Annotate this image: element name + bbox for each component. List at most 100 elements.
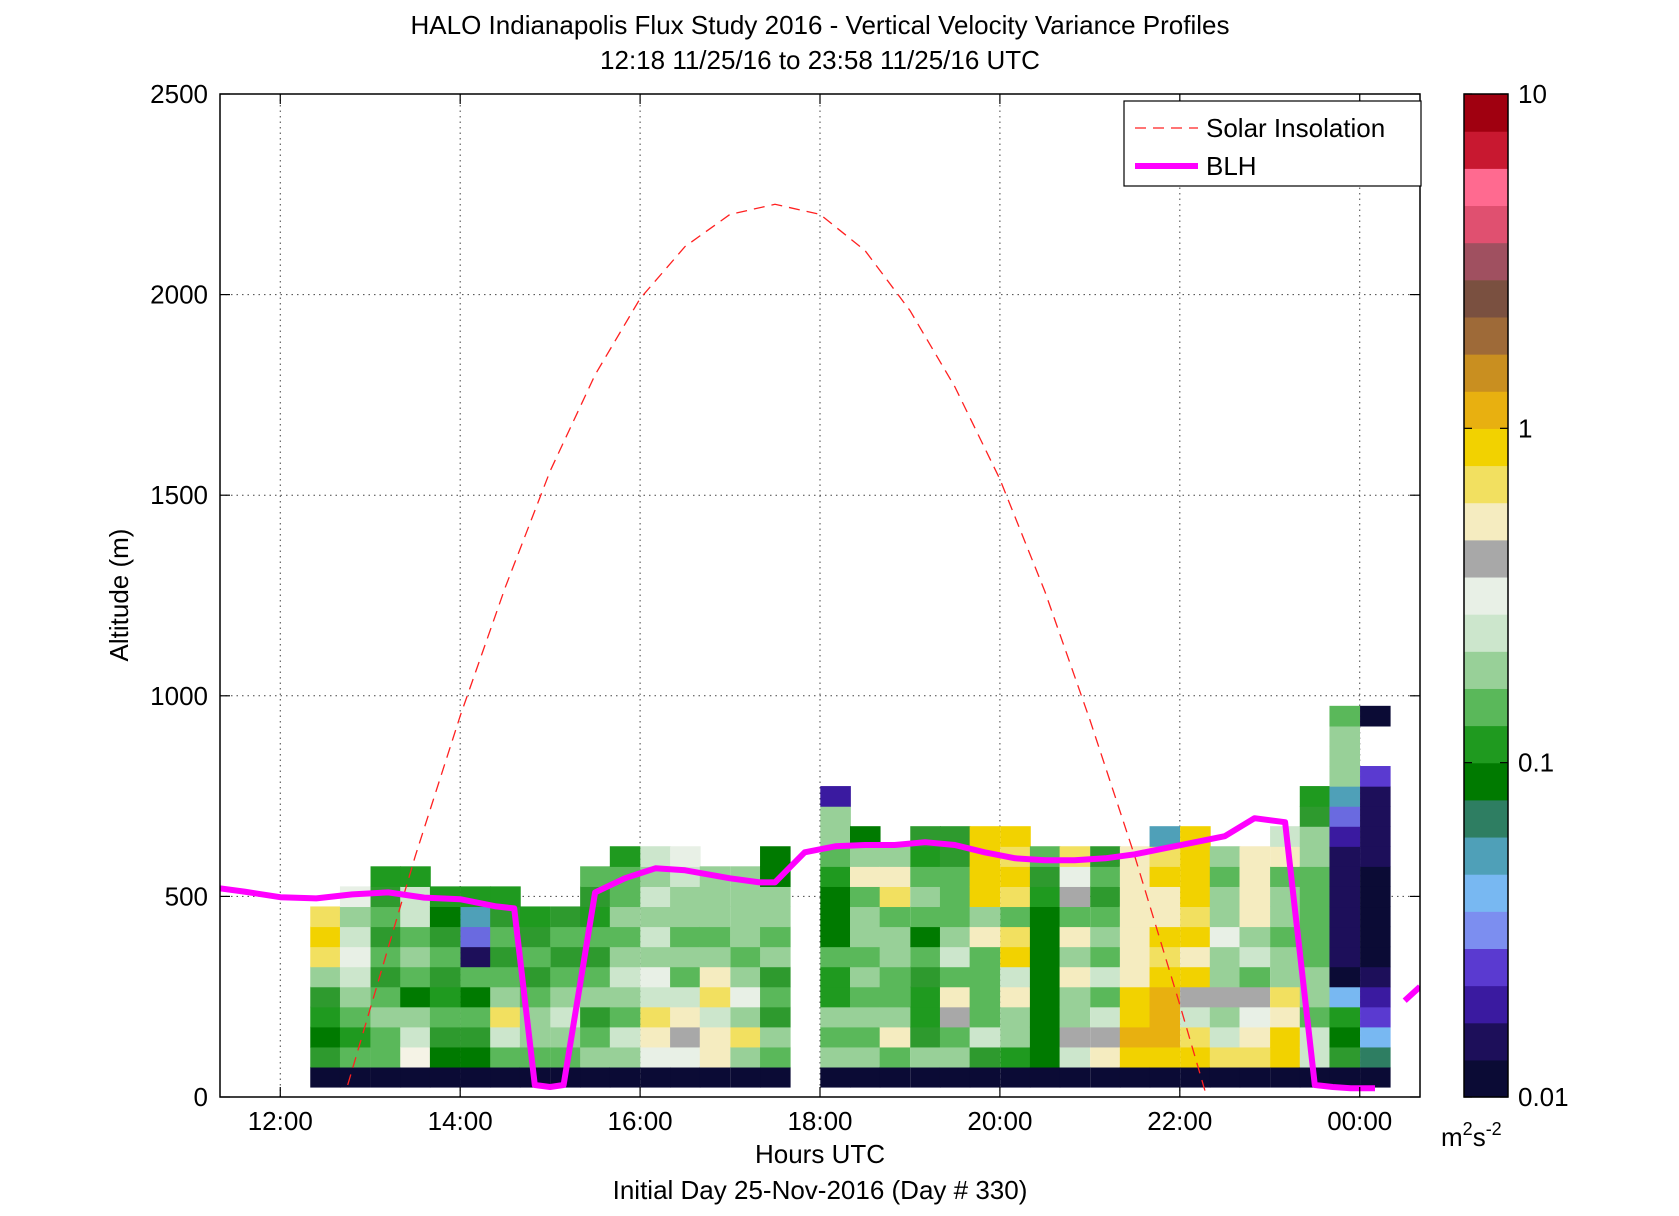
colorbar-strip xyxy=(1464,94,1508,132)
heatmap-cell xyxy=(339,1026,371,1048)
colorbar-strip xyxy=(1464,874,1508,912)
heatmap-cell xyxy=(609,986,641,1008)
heatmap-cell xyxy=(400,946,431,968)
heatmap-cell xyxy=(879,1026,911,1048)
heatmap-cell xyxy=(1209,846,1241,867)
x-tick-label: 00:00 xyxy=(1327,1106,1392,1136)
heatmap-cell xyxy=(1029,966,1061,988)
heatmap-cell xyxy=(910,1066,941,1088)
colorbar-strip xyxy=(1464,539,1508,578)
heatmap-cell xyxy=(670,1046,701,1068)
heatmap-cell xyxy=(1270,1066,1301,1088)
heatmap-cell xyxy=(969,866,1001,887)
colorbar-strip xyxy=(1464,279,1508,318)
heatmap-cell xyxy=(820,786,851,807)
heatmap-cell xyxy=(1180,1066,1211,1088)
heatmap-cell xyxy=(429,926,461,948)
heatmap-cell xyxy=(1209,986,1241,1008)
heatmap-cell xyxy=(910,1046,941,1068)
heatmap-cell xyxy=(1090,1046,1121,1068)
heatmap-cell xyxy=(969,1026,1001,1048)
heatmap-cell xyxy=(1149,966,1181,988)
heatmap-cell xyxy=(1360,1026,1391,1048)
colorbar-tick-label: 1 xyxy=(1518,413,1532,443)
heatmap-cell xyxy=(1149,1026,1181,1048)
heatmap-cell xyxy=(1239,1006,1271,1028)
heatmap-cell xyxy=(429,986,461,1008)
heatmap-cell xyxy=(370,926,402,948)
heatmap-cell xyxy=(910,926,941,948)
x-tick-label: 18:00 xyxy=(787,1106,852,1136)
heatmap-cell xyxy=(1329,946,1361,968)
heatmap-cell xyxy=(699,966,731,988)
heatmap-cell xyxy=(460,1006,492,1028)
heatmap-cell xyxy=(760,886,791,908)
heatmap-cell xyxy=(699,1046,731,1068)
heatmap-cell xyxy=(460,926,492,948)
heatmap-cell xyxy=(490,886,521,908)
x-tick-label: 12:00 xyxy=(248,1106,313,1136)
heatmap-cell xyxy=(850,1066,881,1088)
heatmap-cell xyxy=(1329,1026,1361,1048)
heatmap-cell xyxy=(1180,1046,1211,1068)
heatmap-cell xyxy=(1090,1066,1121,1088)
heatmap-cell xyxy=(1270,1026,1301,1048)
heatmap-cell xyxy=(879,1066,911,1088)
heatmap-cell xyxy=(670,926,701,948)
heatmap-cell xyxy=(1000,1026,1031,1048)
legend-label-solar: Solar Insolation xyxy=(1206,113,1385,143)
heatmap-cell xyxy=(460,906,492,928)
heatmap-cell xyxy=(939,866,971,887)
heatmap-cell xyxy=(1329,1046,1361,1068)
heatmap-cell xyxy=(609,1026,641,1048)
heatmap-cell xyxy=(1029,906,1061,928)
colorbar-unit-sup2: -2 xyxy=(1486,1119,1502,1139)
heatmap-cell xyxy=(1180,966,1211,988)
heatmap-cell xyxy=(490,1026,521,1048)
heatmap-cell xyxy=(730,886,761,908)
heatmap-cell xyxy=(1329,926,1361,948)
heatmap-cell xyxy=(1299,786,1331,807)
heatmap-cell xyxy=(1059,966,1091,988)
axis-ticks: 12:00 14:00 16:00 18:00 20:00 22:00 00:00 0 500 1… xyxy=(150,79,1420,1136)
heatmap-cell xyxy=(1209,926,1241,948)
colorbar-tick-label: 10 xyxy=(1518,79,1547,109)
heatmap-cell xyxy=(1059,1066,1091,1088)
heatmap-cell xyxy=(1149,1046,1181,1068)
heatmap-cell xyxy=(1149,886,1181,908)
chart-title: HALO Indianapolis Flux Study 2016 - Vert… xyxy=(411,10,1230,40)
heatmap-cell xyxy=(310,966,341,988)
colorbar-strip xyxy=(1464,205,1508,244)
heatmap-cell xyxy=(939,906,971,928)
heatmap-cell xyxy=(1149,986,1181,1008)
heatmap-cell xyxy=(1299,906,1331,928)
heatmap-cell xyxy=(1180,886,1211,908)
heatmap-cell xyxy=(939,846,971,867)
heatmap-cell xyxy=(1059,886,1091,908)
heatmap-cells xyxy=(310,705,1391,1088)
heatmap-cell xyxy=(850,826,881,847)
heatmap-cell xyxy=(1180,906,1211,928)
colorbar-strip xyxy=(1464,985,1508,1024)
heatmap-cell xyxy=(580,986,611,1008)
heatmap-cell xyxy=(1090,1026,1121,1048)
x-tick-label: 16:00 xyxy=(608,1106,673,1136)
heatmap-cell xyxy=(429,946,461,968)
heatmap-cell xyxy=(910,966,941,988)
heatmap-cell xyxy=(370,966,402,988)
heatmap-cell xyxy=(609,906,641,928)
heatmap-cell xyxy=(699,906,731,928)
heatmap-cell xyxy=(1329,986,1361,1008)
heatmap-cell xyxy=(460,966,492,988)
heatmap-cell xyxy=(370,986,402,1008)
legend-label-blh: BLH xyxy=(1206,151,1257,181)
heatmap-cell xyxy=(1329,705,1361,727)
heatmap-cell xyxy=(820,926,851,948)
heatmap-cell xyxy=(1149,906,1181,928)
heatmap-cell xyxy=(939,986,971,1008)
heatmap-cell xyxy=(400,866,431,887)
heatmap-cell xyxy=(820,986,851,1008)
colorbar-strip xyxy=(1464,1059,1508,1098)
heatmap-cell xyxy=(519,1046,551,1068)
heatmap-cell xyxy=(640,846,671,867)
